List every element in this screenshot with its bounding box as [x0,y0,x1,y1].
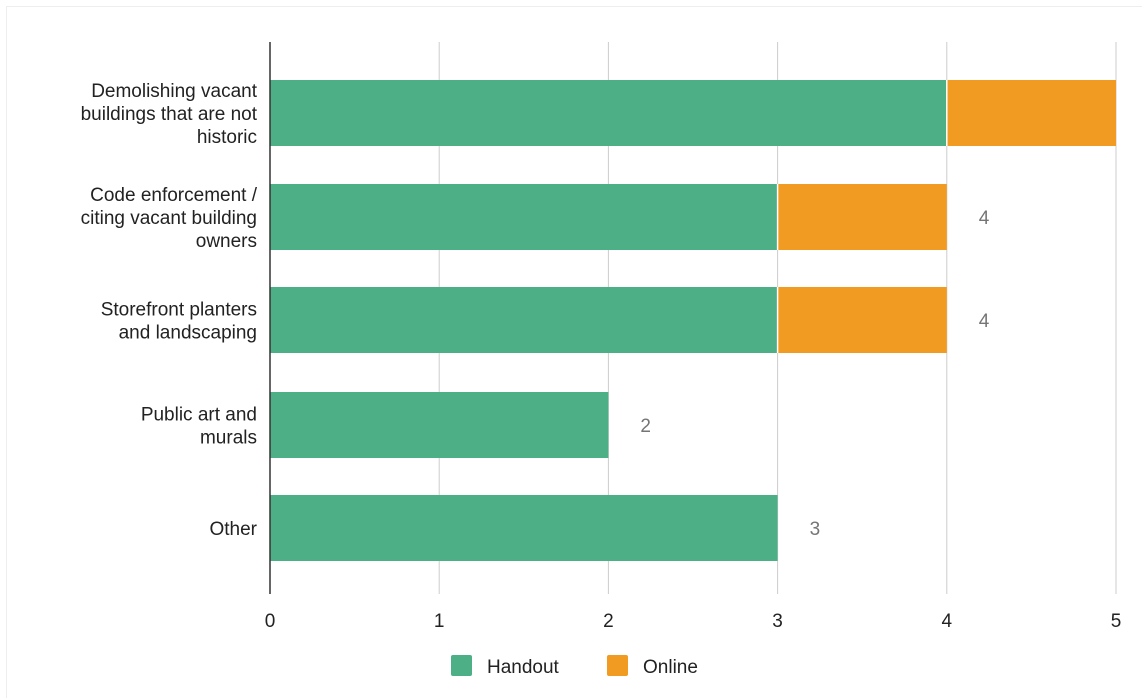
x-tick-label: 3 [772,611,783,632]
category-label-line: murals [200,428,257,449]
bar-handout [270,392,609,458]
bar-online [777,287,947,353]
x-tick-label: 2 [603,611,614,632]
category-label: Public art and murals [141,405,257,449]
legend: Handout Online [451,655,698,678]
category-label-line: Other [209,519,257,540]
x-tick-label: 4 [942,611,953,632]
legend-swatch-handout [451,655,472,676]
bar-handout [270,184,778,250]
category-label-line: Storefront planters [101,300,257,321]
bar-handout [270,287,778,353]
category-labels: Demolishing vacant buildings that are not… [81,81,258,540]
category-label-line: owners [196,231,257,252]
category-label-line: Demolishing vacant [91,81,258,102]
total-label: 4 [979,311,990,332]
bars [270,80,1116,561]
x-tick-label: 1 [434,611,445,632]
category-label-line: Code enforcement / [90,185,258,206]
category-label-line: Public art and [141,405,257,426]
total-label: 4 [979,208,990,229]
category-label: Demolishing vacant buildings that are not… [81,81,258,148]
bar-handout [270,80,947,146]
category-label-line: buildings that are not [81,104,258,125]
legend-label-online: Online [643,657,698,678]
bar-online [777,184,947,250]
category-label-line: historic [197,127,257,148]
legend-label-handout: Handout [487,657,560,678]
x-tick-label: 5 [1111,611,1122,632]
category-label: Other [209,519,257,540]
total-label: 2 [640,416,651,437]
total-label: 3 [810,519,821,540]
x-tick-label: 0 [265,611,276,632]
x-tick-labels: 0 1 2 3 4 5 [265,611,1122,632]
chart-frame [6,6,1142,698]
bar-online [946,80,1116,146]
category-label: Storefront planters and landscaping [101,300,257,344]
legend-swatch-online [607,655,628,676]
category-label-line: and landscaping [119,323,257,344]
category-label-line: citing vacant building [81,208,257,229]
bar-handout [270,495,778,561]
category-label: Code enforcement / citing vacant building… [81,185,258,252]
